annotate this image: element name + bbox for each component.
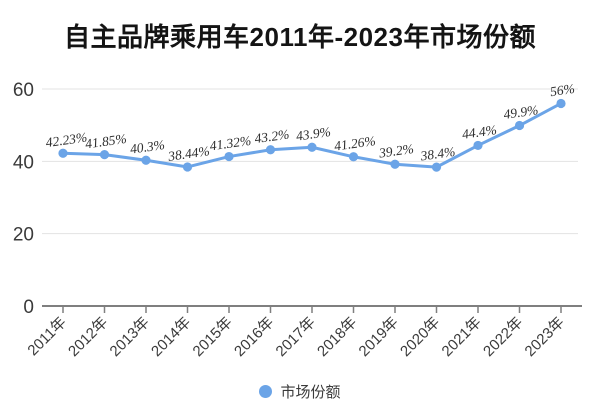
data-point[interactable]: [514, 120, 525, 131]
x-axis-tick-label: 2021年: [439, 314, 485, 360]
x-axis-tick-label: 2019年: [356, 314, 402, 360]
data-point-label: 41.85%: [84, 131, 127, 152]
data-point-label: 40.3%: [129, 137, 166, 157]
y-axis-tick-label: 60: [13, 80, 34, 101]
legend-label: 市场份额: [280, 384, 341, 401]
data-point-label: 43.2%: [254, 126, 291, 146]
x-axis-tick-label: 2023年: [522, 314, 568, 360]
y-axis-tick-label: 0: [23, 297, 34, 318]
legend-marker-icon: [259, 385, 273, 398]
data-point[interactable]: [224, 151, 234, 162]
legend[interactable]: 市场份额: [0, 381, 600, 402]
x-axis-tick-label: 2011年: [24, 314, 69, 359]
y-axis-tick-label: 40: [13, 152, 34, 173]
data-point[interactable]: [390, 159, 400, 169]
data-point-label: 43.9%: [295, 124, 332, 144]
data-point[interactable]: [265, 145, 276, 155]
data-point[interactable]: [182, 162, 193, 172]
data-point-label: 42.23%: [45, 129, 88, 150]
x-axis-tick-label: 2016年: [231, 314, 277, 360]
x-axis-tick-label: 2014年: [148, 314, 194, 360]
y-axis-tick-label: 20: [13, 225, 34, 246]
data-point-label: 41.32%: [209, 133, 252, 154]
data-point-label: 41.26%: [333, 133, 376, 154]
data-point[interactable]: [141, 155, 151, 165]
data-point-label: 38.4%: [419, 144, 457, 164]
data-point[interactable]: [348, 152, 359, 162]
x-axis-tick-label: 2013年: [107, 314, 153, 360]
x-axis-tick-label: 2020年: [397, 314, 443, 360]
x-axis-tick-label: 2018年: [314, 314, 360, 360]
chart-title: 自主品牌乘用车2011年-2023年市场份额: [64, 22, 536, 52]
x-axis-tick-label: 2012年: [65, 314, 111, 360]
data-point[interactable]: [431, 162, 442, 172]
data-point[interactable]: [307, 142, 317, 152]
data-point-label: 44.4%: [461, 122, 498, 142]
data-point-label: 38.44%: [166, 143, 210, 164]
data-point[interactable]: [473, 140, 483, 151]
data-point[interactable]: [99, 150, 110, 160]
data-point-label: 49.9%: [503, 102, 540, 122]
data-point-label: 56%: [549, 81, 576, 99]
data-point[interactable]: [58, 148, 68, 158]
x-axis-tick-label: 2017年: [273, 314, 319, 360]
data-point[interactable]: [556, 98, 566, 109]
x-axis-tick-label: 2015年: [190, 314, 236, 360]
data-point-label: 39.2%: [377, 141, 415, 161]
x-axis-tick-label: 2022年: [480, 314, 526, 360]
